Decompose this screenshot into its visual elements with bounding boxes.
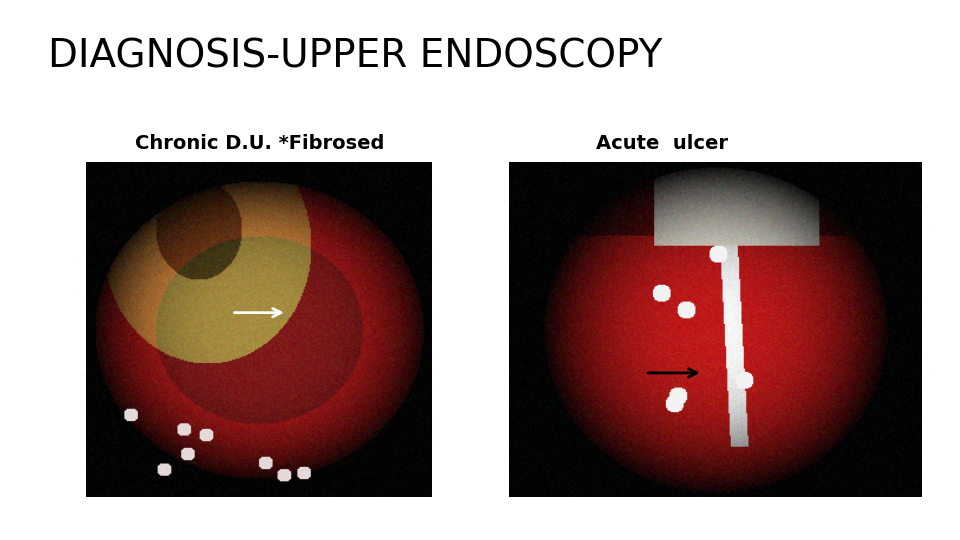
Text: Acute  ulcer: Acute ulcer bbox=[596, 133, 729, 153]
Text: DIAGNOSIS-UPPER ENDOSCOPY: DIAGNOSIS-UPPER ENDOSCOPY bbox=[48, 38, 662, 76]
Text: Chronic D.U. *Fibrosed: Chronic D.U. *Fibrosed bbox=[134, 133, 384, 153]
